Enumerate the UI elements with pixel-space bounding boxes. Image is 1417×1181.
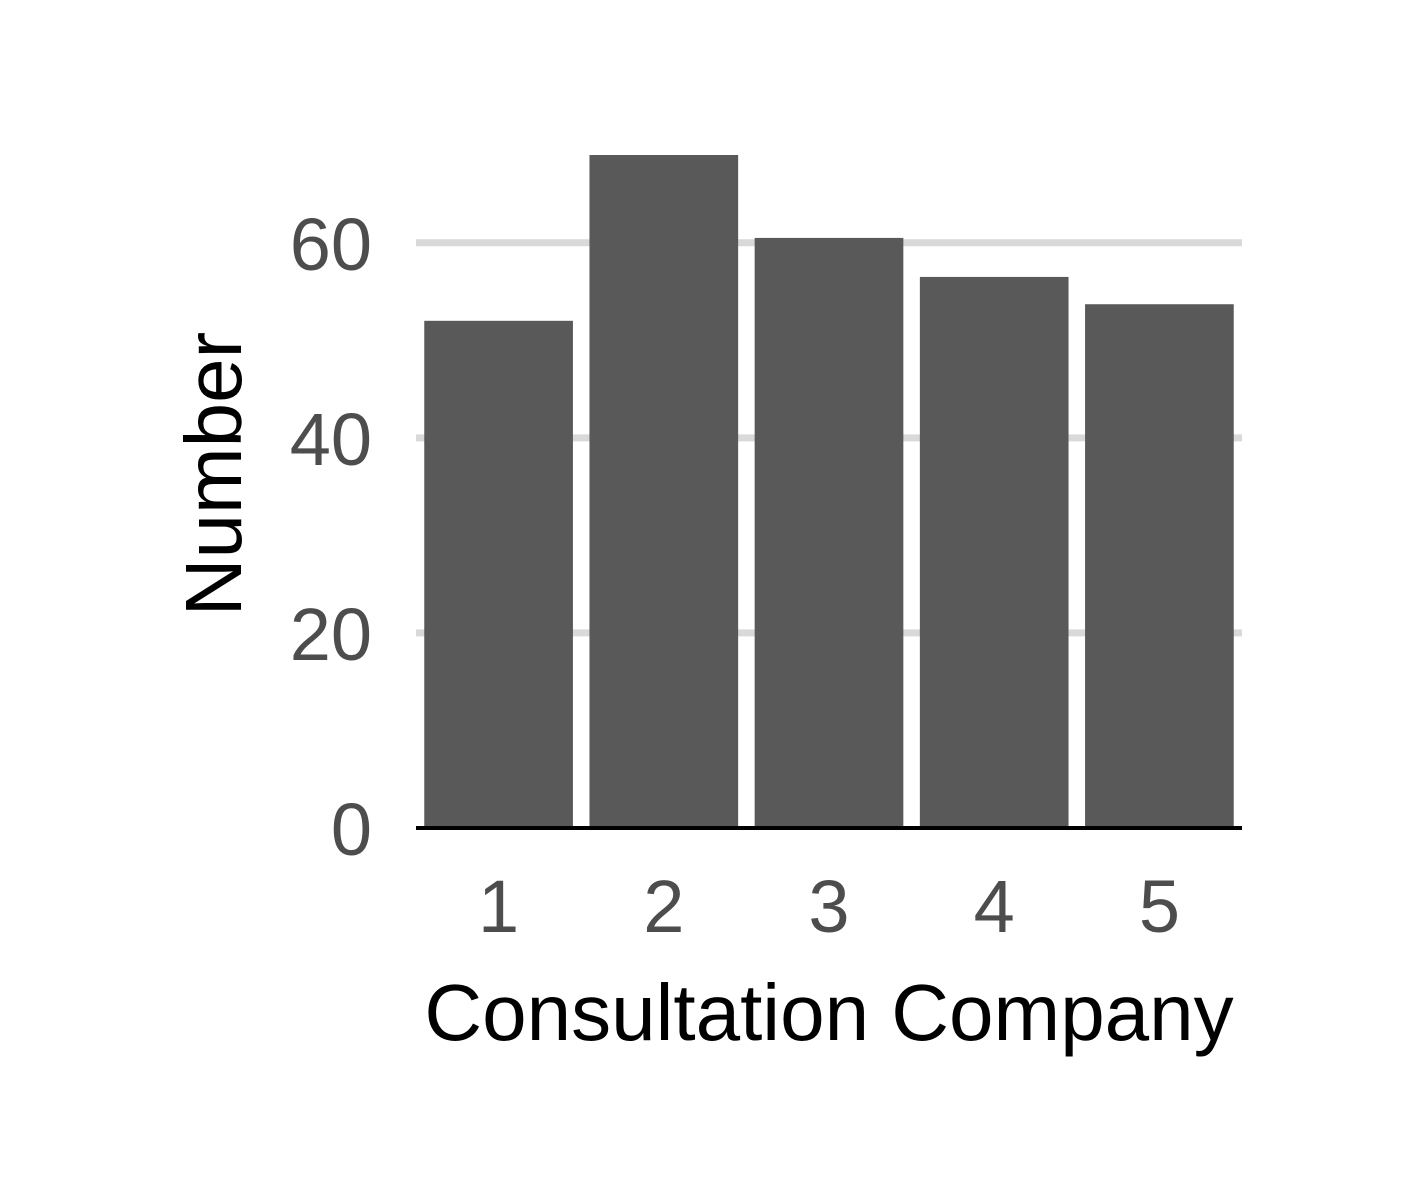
y-tick-label-20: 20 xyxy=(290,593,372,676)
bar-4 xyxy=(919,276,1069,828)
bars xyxy=(424,155,1234,829)
x-tick-label-1: 1 xyxy=(478,865,519,948)
x-tick-label-5: 5 xyxy=(1139,865,1180,948)
y-tick-label-40: 40 xyxy=(290,398,372,481)
x-tick-label-4: 4 xyxy=(974,865,1015,948)
bar-1 xyxy=(424,320,573,828)
x-tick-label-2: 2 xyxy=(643,865,684,948)
y-tick-label-60: 60 xyxy=(290,203,372,286)
bar-3 xyxy=(754,237,904,829)
y-axis-title: Number xyxy=(169,332,258,617)
bar-5 xyxy=(1085,304,1234,828)
y-tick-label-0: 0 xyxy=(331,788,372,871)
x-axis-title: Consultation Company xyxy=(424,968,1233,1057)
x-tick-label-3: 3 xyxy=(808,865,849,948)
x-tick-labels: 1 2 3 4 5 xyxy=(478,865,1180,948)
y-tick-labels: 0 20 40 60 xyxy=(290,203,372,871)
bar-2 xyxy=(589,155,739,828)
